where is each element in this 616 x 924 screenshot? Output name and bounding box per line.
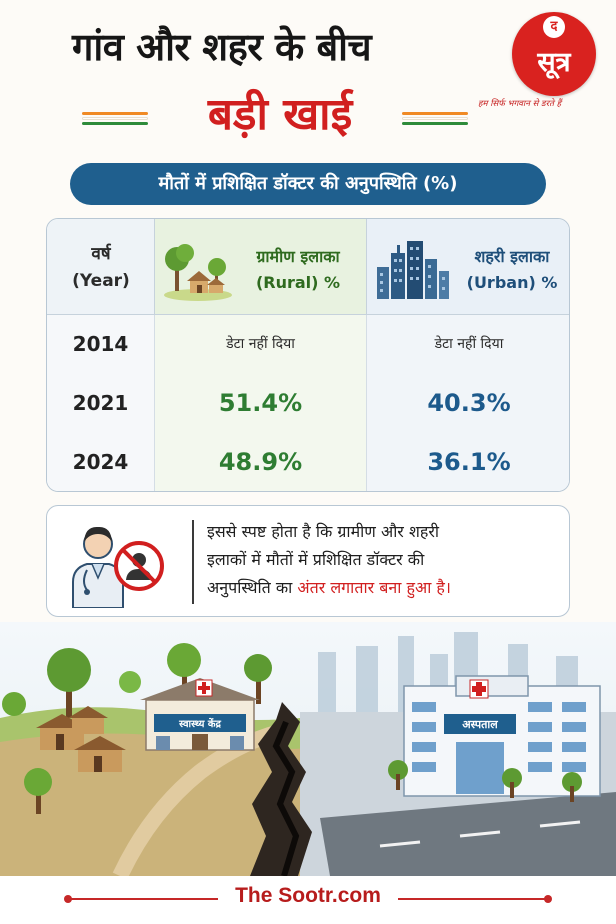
sootr-logo[interactable]: द सूत्र: [512, 12, 596, 96]
hospital-building: [388, 675, 601, 802]
insight-note: इससे स्पष्ट होता है कि ग्रामीण और शहरी इ…: [46, 505, 570, 617]
year-cell: 2014: [47, 315, 155, 374]
page-title: गांव और शहर के बीच: [72, 25, 372, 69]
note-text: इससे स्पष्ट होता है कि ग्रामीण और शहरी इ…: [207, 518, 563, 602]
logo-tagline: हम सिर्फ भगवान से डरते हैं: [478, 99, 562, 109]
logo-wordmark: सूत्र: [537, 47, 571, 78]
table-row-2021: 2021 51.4% 40.3%: [47, 374, 569, 433]
footer-dot-right: [544, 895, 552, 903]
note-highlight: अंतर लगातार बना हुआ है।: [297, 578, 451, 597]
year-header-english: (Year): [72, 271, 130, 291]
rural-header-english: (Rural) %: [255, 273, 341, 292]
year-cell: 2024: [47, 433, 155, 491]
rural-urban-divide-illustration: स्वास्थ्य केंद्र अस्पताल: [0, 622, 616, 876]
table-row-2014: 2014 डेटा नहीं दिया डेटा नहीं दिया: [47, 315, 569, 374]
data-table: वर्ष (Year) ग्रामीण इलाका (Rural) %: [46, 218, 570, 492]
hospital-sign: अस्पताल: [462, 718, 498, 731]
urban-header-hindi: शहरी इलाका: [474, 247, 550, 266]
year-header-hindi: वर्ष: [91, 244, 111, 264]
footer: The Sootr.com: [0, 876, 616, 924]
page-title-highlight: बड़ी खाई: [207, 89, 353, 140]
rural-cell: 51.4%: [155, 374, 367, 433]
urban-column-header: शहरी इलाका (Urban) %: [367, 219, 569, 315]
health-center-sign: स्वास्थ्य केंद्र: [178, 717, 222, 730]
urban-cell: डेटा नहीं दिया: [367, 315, 569, 374]
note-line-2: इलाकों में मौतों में प्रशिक्षित डॉक्टर क…: [207, 550, 425, 569]
logo-letter: द: [543, 16, 565, 38]
rural-cell: 48.9%: [155, 433, 367, 491]
no-doctor-icon: [114, 541, 164, 591]
note-line-3-text: अनुपस्थिति का: [207, 578, 298, 597]
rural-cell: डेटा नहीं दिया: [155, 315, 367, 374]
note-line-3: अनुपस्थिति का अंतर लगातार बना हुआ है।: [207, 574, 563, 602]
rural-column-header: ग्रामीण इलाका (Rural) %: [155, 219, 367, 315]
tricolor-divider-left: [82, 112, 148, 126]
subtitle-banner: मौतों में प्रशिक्षित डॉक्टर की अनुपस्थित…: [70, 163, 546, 205]
footer-rule-left: [70, 898, 218, 900]
urban-header-english: (Urban) %: [466, 273, 558, 292]
urban-cell: 40.3%: [367, 374, 569, 433]
footer-site-link[interactable]: The Sootr.com: [235, 884, 381, 907]
tricolor-divider-right: [402, 112, 468, 126]
village-icon: [164, 244, 232, 301]
urban-cell: 36.1%: [367, 433, 569, 491]
rural-header-hindi: ग्रामीण इलाका: [256, 247, 340, 266]
note-line-1: इससे स्पष्ट होता है कि ग्रामीण और शहरी: [207, 522, 440, 541]
table-row-2024: 2024 48.9% 36.1%: [47, 433, 569, 491]
footer-dot-left: [64, 895, 72, 903]
footer-rule-right: [398, 898, 546, 900]
note-divider: [192, 520, 194, 604]
header: गांव और शहर के बीच बड़ी खाई द सूत्र हम स…: [0, 0, 616, 150]
year-cell: 2021: [47, 374, 155, 433]
year-column-header: वर्ष (Year): [47, 219, 155, 315]
city-icon: [377, 241, 449, 299]
health-center-building: [140, 678, 260, 751]
